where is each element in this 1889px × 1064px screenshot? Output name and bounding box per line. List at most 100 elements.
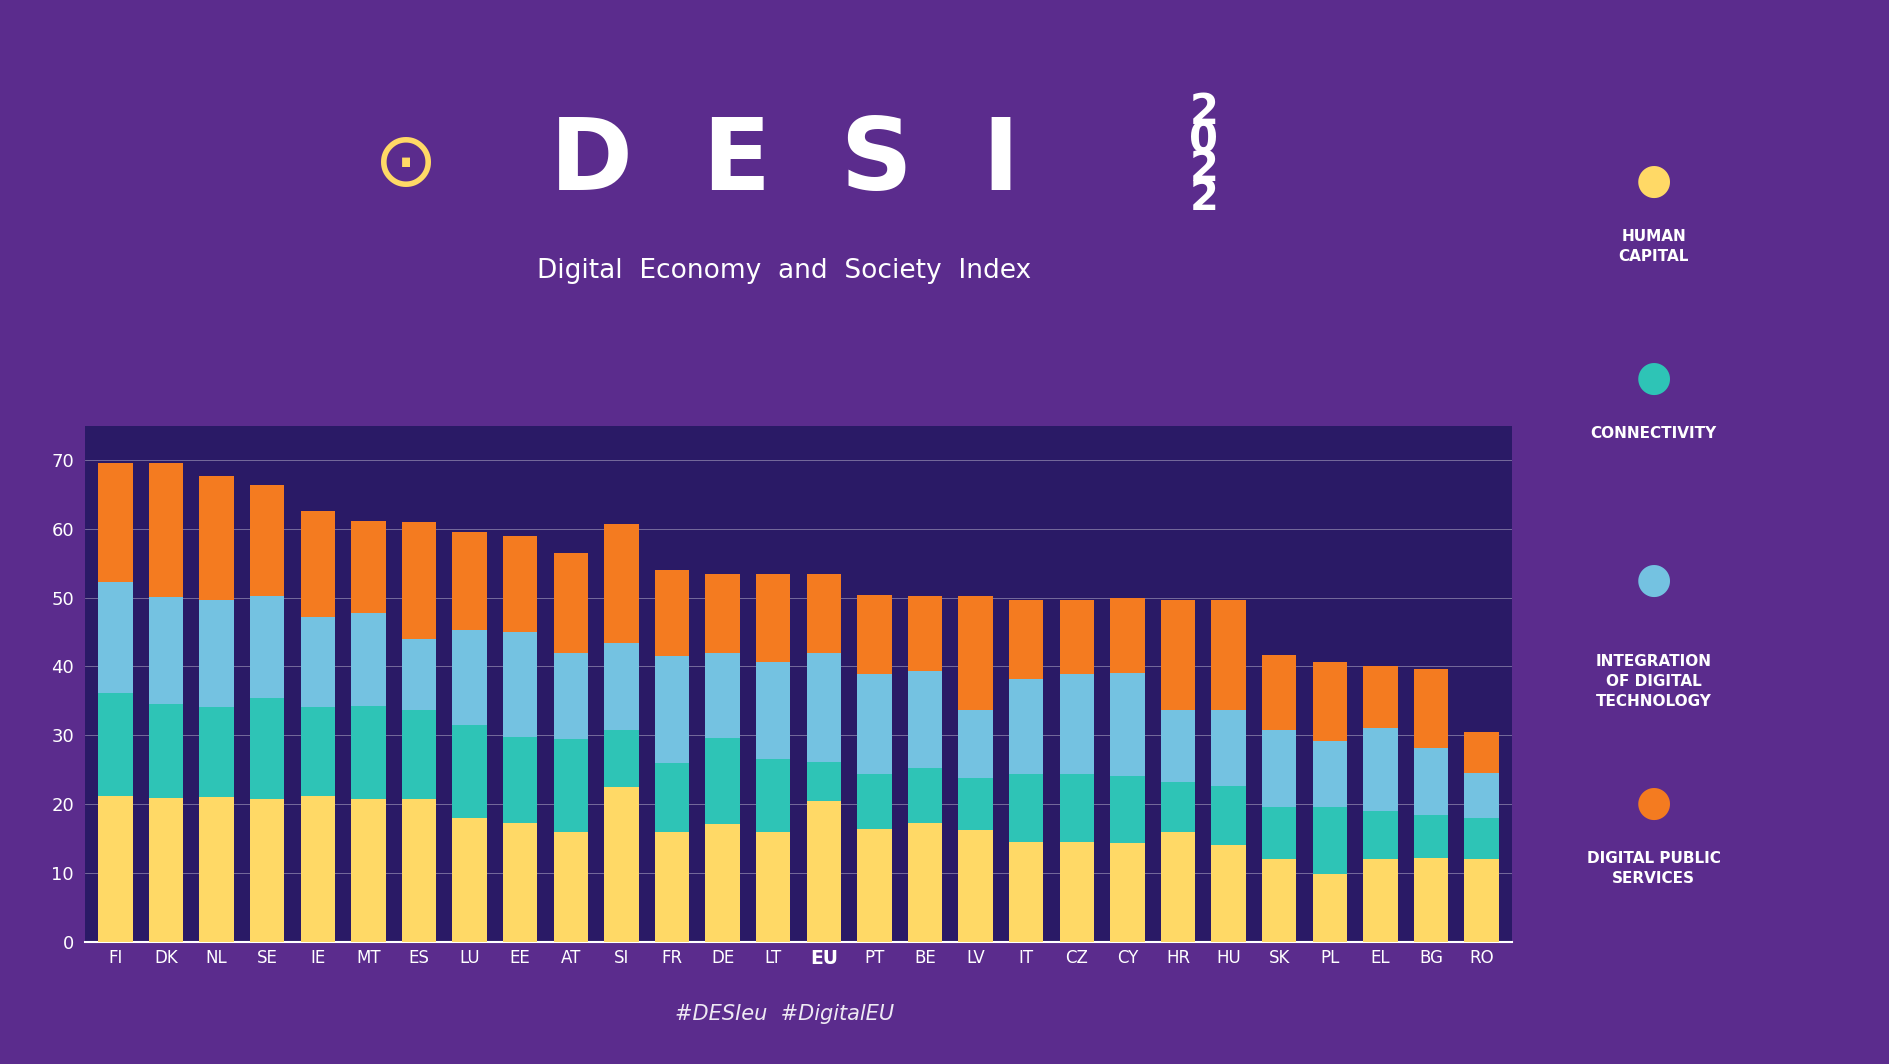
Bar (249, 485, 283, 596)
Bar (1109, 598, 1145, 674)
Bar (705, 573, 739, 652)
Bar (1109, 844, 1145, 942)
Bar (604, 787, 638, 942)
Bar (502, 824, 536, 942)
Bar (300, 796, 334, 942)
Text: 2: 2 (1188, 90, 1218, 133)
Text: 0: 0 (1188, 119, 1218, 162)
Bar (402, 522, 436, 638)
Bar (1262, 730, 1296, 808)
Bar (1464, 818, 1498, 859)
Bar (200, 797, 234, 942)
Bar (1362, 811, 1396, 859)
Text: ●: ● (1634, 160, 1672, 202)
Bar (807, 801, 841, 942)
Bar (907, 767, 943, 822)
Bar (1009, 842, 1043, 942)
Bar (958, 830, 992, 942)
Bar (1464, 732, 1498, 774)
Bar (1362, 666, 1396, 729)
Bar (502, 737, 536, 824)
Bar (907, 822, 943, 942)
Bar (1160, 782, 1194, 832)
Bar (958, 596, 992, 710)
Bar (604, 643, 638, 730)
Bar (1160, 832, 1194, 942)
Bar (451, 725, 487, 818)
Bar (149, 703, 183, 798)
Bar (553, 739, 587, 832)
Bar (200, 706, 234, 797)
Text: 2: 2 (1188, 148, 1218, 190)
Bar (149, 464, 183, 597)
Bar (1362, 859, 1396, 942)
Bar (858, 829, 892, 942)
Bar (149, 798, 183, 942)
Bar (705, 824, 739, 942)
Bar (756, 832, 790, 942)
Bar (1362, 729, 1396, 811)
Bar (858, 674, 892, 774)
Bar (98, 797, 132, 942)
Bar (1313, 807, 1347, 875)
Bar (402, 638, 436, 711)
Bar (451, 630, 487, 725)
Bar (1160, 710, 1194, 782)
Bar (1211, 786, 1245, 845)
Bar (1060, 674, 1094, 775)
Bar (1211, 845, 1245, 942)
Bar (1160, 600, 1194, 710)
Bar (1464, 774, 1498, 818)
Text: Digital  Economy  and  Society  Index: Digital Economy and Society Index (536, 259, 1031, 284)
Bar (1262, 654, 1296, 730)
Bar (807, 652, 841, 762)
Bar (1313, 742, 1347, 807)
Bar (654, 763, 689, 832)
Bar (654, 656, 689, 763)
Bar (1313, 875, 1347, 942)
Bar (200, 600, 234, 706)
Bar (402, 798, 436, 942)
Bar (553, 652, 587, 739)
Bar (502, 535, 536, 632)
Text: #DESIeu  #DigitalEU: #DESIeu #DigitalEU (674, 1004, 893, 1024)
Bar (654, 832, 689, 942)
Bar (958, 778, 992, 830)
Bar (1009, 679, 1043, 775)
Bar (1211, 600, 1245, 711)
Bar (451, 532, 487, 630)
Bar (249, 698, 283, 798)
Bar (1109, 674, 1145, 776)
Bar (200, 476, 234, 600)
Bar (654, 570, 689, 656)
Bar (98, 582, 132, 693)
Text: ●: ● (1634, 559, 1672, 601)
Bar (958, 710, 992, 778)
Bar (1060, 842, 1094, 942)
Bar (907, 671, 943, 767)
Bar (907, 596, 943, 671)
Bar (1009, 600, 1043, 679)
Bar (756, 760, 790, 832)
Bar (149, 597, 183, 703)
Bar (604, 730, 638, 787)
Bar (807, 762, 841, 801)
Bar (858, 774, 892, 829)
Bar (1313, 662, 1347, 742)
Bar (249, 798, 283, 942)
Bar (502, 632, 536, 737)
Bar (98, 463, 132, 582)
Bar (1413, 748, 1447, 815)
Text: D  E  S  I: D E S I (550, 114, 1018, 212)
Bar (1464, 859, 1498, 942)
Bar (300, 617, 334, 706)
Bar (756, 662, 790, 760)
Bar (351, 799, 385, 942)
Bar (300, 706, 334, 796)
Bar (451, 818, 487, 942)
Text: ●: ● (1634, 782, 1672, 825)
Bar (351, 614, 385, 706)
Bar (553, 553, 587, 652)
Bar (705, 738, 739, 824)
Bar (1211, 711, 1245, 786)
